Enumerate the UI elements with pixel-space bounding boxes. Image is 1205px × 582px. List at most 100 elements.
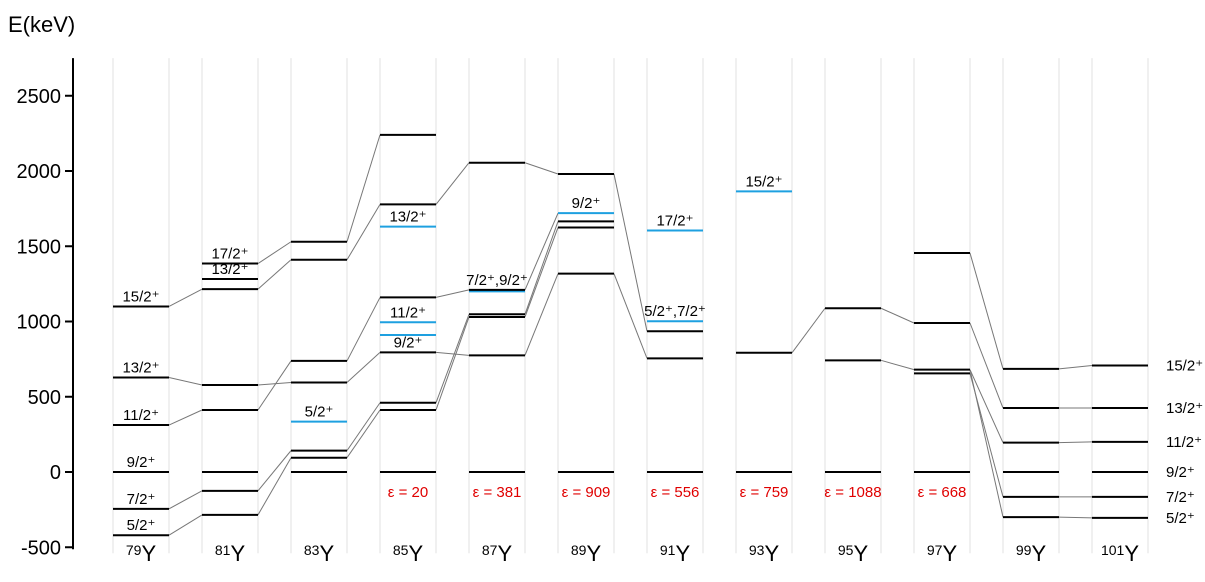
epsilon-label: ε = 381 (473, 484, 522, 501)
isotope-labels: 79Y 81Y 83Y 85Y 87Y 89Y 91Y 93Y 95Y 97Y 99Y 101Y (126, 541, 1139, 566)
level-connector (257, 241, 292, 264)
isotope-label: 81Y (215, 541, 246, 566)
level-connector (880, 307, 915, 324)
isotope-element-symbol: Y (675, 541, 690, 566)
level-connector (791, 307, 826, 354)
level-spin-label: 9/2⁺ (572, 195, 601, 212)
isotope-mass-number: 99 (1016, 542, 1032, 558)
isotope-element-symbol: Y (764, 541, 779, 566)
level-connector (969, 322, 1004, 409)
level-connectors (168, 134, 1093, 536)
level-connector (346, 134, 381, 242)
level-connector (346, 204, 381, 261)
isotope-mass-number: 89 (571, 542, 587, 558)
isotope-element-symbol: Y (942, 541, 957, 566)
isotope-mass-number: 81 (215, 542, 231, 558)
isotope-element-symbol: Y (319, 541, 334, 566)
level-spin-label: 9/2⁺ (1166, 464, 1195, 481)
level-connector (969, 373, 1004, 497)
level-connector (435, 289, 470, 298)
level-connector (524, 273, 559, 356)
level-connector (435, 351, 470, 356)
energy-levels (113, 133, 1148, 537)
level-spin-label: 13/2⁺ (389, 209, 426, 226)
level-connector (524, 227, 559, 318)
isotope-mass-number: 79 (126, 542, 142, 558)
level-connector (257, 259, 292, 290)
isotope-label: 89Y (571, 541, 602, 566)
isotope-element-symbol: Y (853, 541, 868, 566)
isotope-mass-number: 83 (304, 542, 320, 558)
level-connector (346, 409, 381, 458)
level-connector (257, 457, 292, 516)
vertical-gridlines (112, 58, 1149, 554)
level-connector (346, 351, 381, 383)
level-spin-label: 15/2⁺ (745, 173, 782, 190)
level-connector (168, 409, 203, 426)
level-connector (524, 221, 559, 315)
isotope-label: 93Y (749, 541, 780, 566)
isotope-label: 79Y (126, 541, 157, 566)
isotope-label: 87Y (482, 541, 513, 566)
isotope-mass-number: 85 (393, 542, 409, 558)
level-spin-label: 5/2⁺ (127, 517, 156, 534)
level-spin-label: 9/2⁺ (127, 454, 156, 471)
level-spin-label: 13/2⁺ (1166, 400, 1203, 417)
isotope-label: 91Y (660, 541, 691, 566)
level-connector (524, 212, 559, 291)
y-tick-label: 0 (50, 462, 61, 484)
level-spin-label: 11/2⁺ (390, 304, 426, 321)
epsilon-label: ε = 909 (562, 484, 611, 501)
y-tick-label: 1000 (17, 312, 62, 334)
level-spin-label: 7/2⁺ (127, 491, 156, 508)
epsilon-label: ε = 20 (388, 484, 428, 501)
level-connector (168, 288, 203, 307)
level-connector (168, 376, 203, 386)
y-tick-label: 2000 (17, 161, 62, 183)
y-axis-title: E(keV) (8, 12, 75, 37)
level-spin-label: 5/2⁺ (1166, 510, 1195, 527)
level-spin-label: 13/2⁺ (122, 359, 159, 376)
isotope-mass-number: 87 (482, 542, 498, 558)
isotope-label: 95Y (838, 541, 869, 566)
level-spin-label: 5/2⁺,7/2⁺ (644, 303, 706, 320)
level-spin-label: 9/2⁺ (394, 334, 423, 351)
epsilon-label: ε = 556 (651, 484, 700, 501)
level-spin-label: 11/2⁺ (123, 407, 159, 424)
level-spin-label: 15/2⁺ (1166, 357, 1203, 374)
level-connector (435, 316, 470, 411)
level-connector (524, 162, 559, 175)
isotope-mass-number: 95 (838, 542, 854, 558)
level-connector (613, 273, 648, 359)
isotope-element-symbol: Y (408, 541, 423, 566)
epsilon-label: ε = 668 (918, 484, 967, 501)
level-connector (1058, 364, 1093, 370)
level-connector (168, 514, 203, 536)
isotope-label: 99Y (1016, 541, 1047, 566)
isotope-element-symbol: Y (497, 541, 512, 566)
isotope-element-symbol: Y (230, 541, 245, 566)
y-tick-label: 1500 (17, 236, 62, 258)
isotope-label: 97Y (927, 541, 958, 566)
level-connector (257, 381, 292, 386)
level-connector (168, 490, 203, 510)
y-axis: -500 0 500 1000 1500 2000 2500 (17, 58, 74, 559)
level-spin-label: 17/2⁺ (211, 246, 248, 263)
level-connector (346, 402, 381, 451)
level-connector (435, 162, 470, 205)
level-connector (969, 369, 1004, 443)
level-connector (346, 297, 381, 362)
level-spin-label: 5/2⁺ (305, 404, 334, 421)
isotope-element-symbol: Y (586, 541, 601, 566)
level-spin-label: 13/2⁺ (211, 261, 248, 278)
isotope-mass-number: 97 (927, 542, 943, 558)
level-spin-label: 7/2⁺ (1166, 489, 1195, 506)
level-connector (1058, 516, 1093, 519)
isotope-element-symbol: Y (1124, 541, 1139, 566)
level-connector (257, 450, 292, 492)
isotope-mass-number: 93 (749, 542, 765, 558)
level-labels: 9/2⁺7/2⁺5/2⁺11/2⁺13/2⁺15/2⁺13/2⁺17/2⁺5/2… (122, 173, 1203, 534)
level-connector (613, 173, 648, 332)
y-tick-label: 2500 (17, 86, 62, 108)
